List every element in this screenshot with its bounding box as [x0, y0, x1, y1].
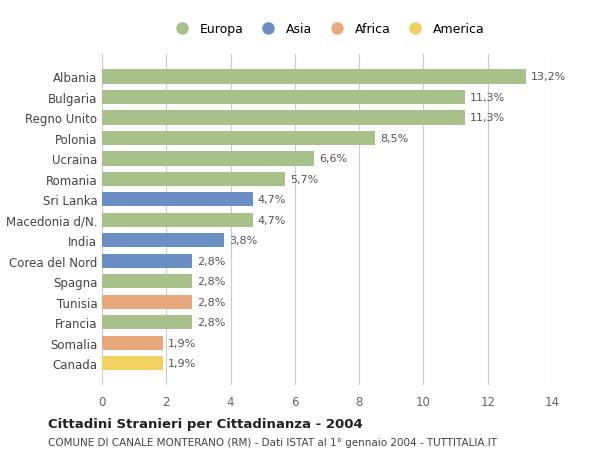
Text: 2,8%: 2,8% — [197, 318, 225, 328]
Text: 1,9%: 1,9% — [168, 358, 196, 369]
Bar — [102, 234, 224, 248]
Bar — [102, 90, 465, 105]
Bar — [102, 70, 526, 84]
Text: 11,3%: 11,3% — [470, 93, 505, 103]
Bar — [102, 193, 253, 207]
Bar — [102, 295, 192, 309]
Bar — [102, 152, 314, 166]
Legend: Europa, Asia, Africa, America: Europa, Asia, Africa, America — [164, 18, 490, 41]
Text: COMUNE DI CANALE MONTERANO (RM) - Dati ISTAT al 1° gennaio 2004 - TUTTITALIA.IT: COMUNE DI CANALE MONTERANO (RM) - Dati I… — [48, 437, 497, 447]
Bar — [102, 111, 465, 125]
Bar — [102, 315, 192, 330]
Bar — [102, 274, 192, 289]
Text: 1,9%: 1,9% — [168, 338, 196, 348]
Text: 3,8%: 3,8% — [229, 236, 257, 246]
Text: 2,8%: 2,8% — [197, 256, 225, 266]
Bar — [102, 356, 163, 370]
Text: 4,7%: 4,7% — [258, 195, 286, 205]
Text: 2,8%: 2,8% — [197, 277, 225, 286]
Text: 4,7%: 4,7% — [258, 215, 286, 225]
Text: 6,6%: 6,6% — [319, 154, 347, 164]
Bar — [102, 254, 192, 269]
Text: Cittadini Stranieri per Cittadinanza - 2004: Cittadini Stranieri per Cittadinanza - 2… — [48, 417, 363, 430]
Bar — [102, 213, 253, 228]
Text: 5,7%: 5,7% — [290, 174, 318, 185]
Bar — [102, 131, 375, 146]
Bar — [102, 172, 285, 187]
Text: 8,5%: 8,5% — [380, 134, 408, 144]
Bar — [102, 336, 163, 350]
Text: 2,8%: 2,8% — [197, 297, 225, 307]
Text: 11,3%: 11,3% — [470, 113, 505, 123]
Text: 13,2%: 13,2% — [531, 72, 566, 82]
